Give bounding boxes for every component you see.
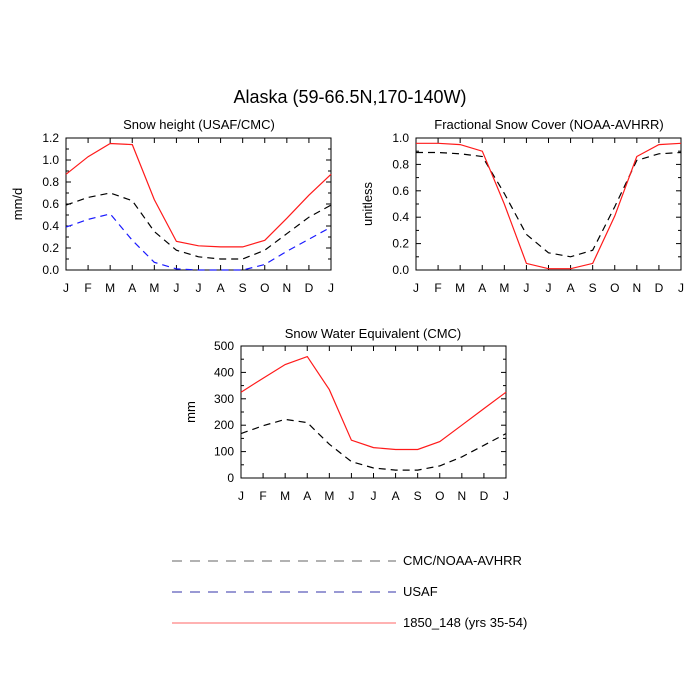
y-tick-label: 1.0: [392, 131, 409, 145]
x-tick-label: J: [238, 489, 244, 503]
x-tick-label: S: [414, 489, 422, 503]
x-tick-label: M: [324, 489, 334, 503]
legend: CMC/NOAA-AVHRR USAF 1850_148 (yrs 35-54): [172, 553, 527, 630]
legend-label-model: 1850_148 (yrs 35-54): [403, 615, 527, 630]
panel-snow-cover: Fractional Snow Cover (NOAA-AVHRR) unitl…: [360, 117, 684, 295]
series-line-usaf: [65, 213, 332, 271]
tick-group: J F M A M J J A S O N D J0.00.20.40.60.81.0: [392, 131, 684, 295]
x-tick-label: J: [196, 281, 202, 295]
y-tick-label: 0.2: [392, 237, 409, 251]
y-tick-label: 0.0: [392, 263, 409, 277]
x-tick-label: J: [348, 489, 354, 503]
x-tick-label: F: [259, 489, 266, 503]
x-tick-label: A: [217, 281, 225, 295]
y-tick-label: 500: [214, 339, 234, 353]
x-tick-label: S: [239, 281, 247, 295]
y-tick-label: 200: [214, 418, 234, 432]
y-tick-label: 0.0: [42, 263, 59, 277]
series-line-cmc-noaa-avhrr: [65, 192, 332, 260]
x-tick-label: A: [303, 489, 311, 503]
legend-item-model: 1850_148 (yrs 35-54): [172, 615, 527, 630]
x-tick-label: J: [503, 489, 509, 503]
x-tick-label: S: [589, 281, 597, 295]
y-tick-label: 0.8: [392, 157, 409, 171]
x-tick-label: A: [392, 489, 400, 503]
x-tick-label: A: [567, 281, 575, 295]
x-tick-label: J: [678, 281, 684, 295]
x-tick-label: M: [280, 489, 290, 503]
y-tick-label: 1.0: [42, 153, 59, 167]
x-tick-label: A: [478, 281, 486, 295]
y-tick-label: 100: [214, 445, 234, 459]
x-tick-label: J: [546, 281, 552, 295]
panel-title: Snow height (USAF/CMC): [123, 117, 275, 132]
x-tick-label: J: [173, 281, 179, 295]
panel-title: Snow Water Equivalent (CMC): [285, 326, 462, 341]
x-tick-label: J: [63, 281, 69, 295]
y-axis-label: mm: [183, 401, 198, 423]
y-tick-label: 0.8: [42, 175, 59, 189]
x-tick-label: F: [434, 281, 441, 295]
plot-frame: [65, 137, 332, 271]
series-line-cmc-noaa-avhrr: [416, 151, 682, 258]
series-line-1850-148-yrs-35-54: [416, 142, 682, 270]
x-tick-label: J: [371, 489, 377, 503]
x-tick-label: N: [282, 281, 291, 295]
x-tick-label: M: [105, 281, 115, 295]
series-group: [416, 142, 682, 270]
y-tick-label: 0.6: [392, 184, 409, 198]
x-tick-label: M: [499, 281, 509, 295]
x-tick-label: O: [435, 489, 444, 503]
y-tick-label: 1.2: [42, 131, 59, 145]
x-tick-label: M: [455, 281, 465, 295]
series-line-cmc-noaa-avhrr: [240, 418, 507, 471]
y-tick-label: 0: [227, 471, 234, 485]
y-tick-label: 300: [214, 392, 234, 406]
x-tick-label: M: [149, 281, 159, 295]
x-tick-label: F: [84, 281, 91, 295]
y-tick-label: 0.4: [42, 219, 59, 233]
series-line-1850-148-yrs-35-54: [240, 355, 507, 451]
legend-label-usaf: USAF: [403, 584, 438, 599]
legend-item-usaf: USAF: [172, 584, 438, 599]
legend-label-obs: CMC/NOAA-AVHRR: [403, 553, 522, 568]
y-tick-label: 0.2: [42, 241, 59, 255]
x-tick-label: A: [128, 281, 136, 295]
panel-title: Fractional Snow Cover (NOAA-AVHRR): [434, 117, 663, 132]
series-group: [65, 142, 332, 271]
figure-title: Alaska (59-66.5N,170-140W): [233, 87, 466, 107]
y-tick-label: 0.6: [42, 197, 59, 211]
y-tick-label: 0.4: [392, 210, 409, 224]
x-tick-label: D: [305, 281, 314, 295]
y-axis-label: mm/d: [10, 188, 25, 221]
x-tick-label: D: [480, 489, 489, 503]
y-tick-label: 400: [214, 365, 234, 379]
x-tick-label: J: [413, 281, 419, 295]
x-tick-label: N: [632, 281, 641, 295]
x-tick-label: O: [260, 281, 269, 295]
x-tick-label: N: [457, 489, 466, 503]
plot-frame: [240, 345, 507, 479]
series-group: [240, 355, 507, 471]
x-tick-label: O: [610, 281, 619, 295]
x-tick-label: D: [655, 281, 664, 295]
x-tick-label: J: [523, 281, 529, 295]
legend-item-obs: CMC/NOAA-AVHRR: [172, 553, 522, 568]
tick-group: J F M A M J J A S O N D J0.00.20.40.60.81.01.2: [42, 131, 334, 295]
y-axis-label: unitless: [360, 181, 375, 226]
series-line-1850-148-yrs-35-54: [65, 142, 332, 248]
x-tick-label: J: [328, 281, 334, 295]
plot-frame: [415, 137, 682, 271]
